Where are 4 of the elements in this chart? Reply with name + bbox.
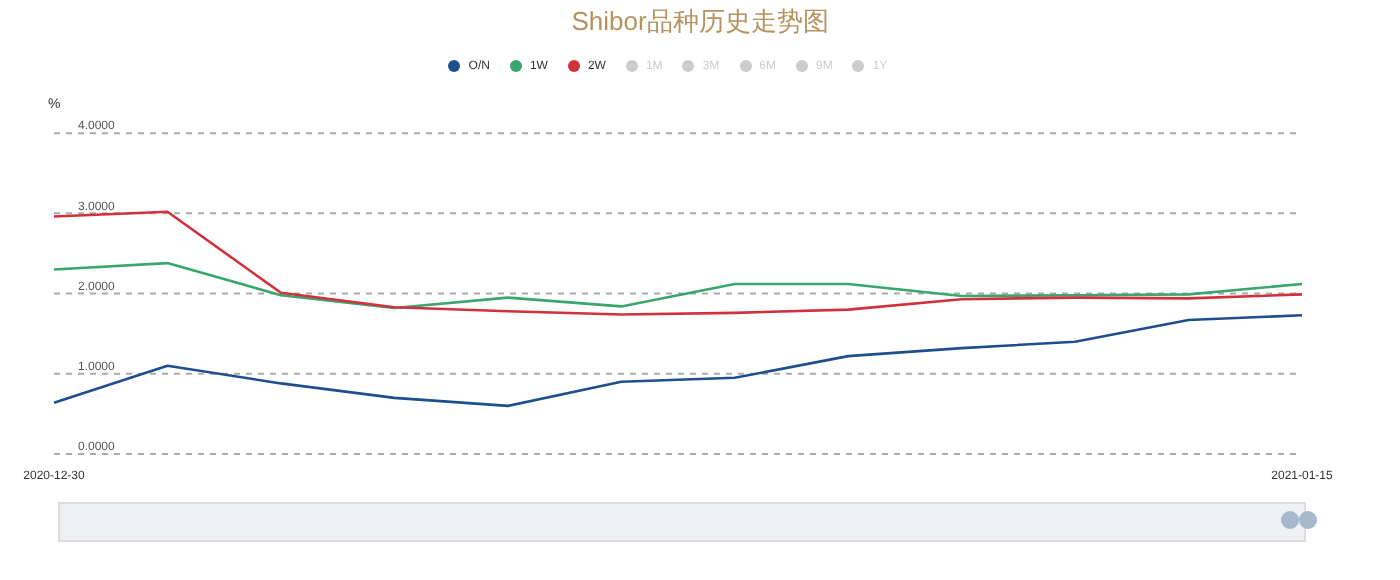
line-series: [52, 210, 1304, 316]
line-series: [52, 313, 1304, 408]
chart-title: Shibor品种历史走势图: [569, 4, 831, 40]
line-series: [52, 261, 1304, 310]
